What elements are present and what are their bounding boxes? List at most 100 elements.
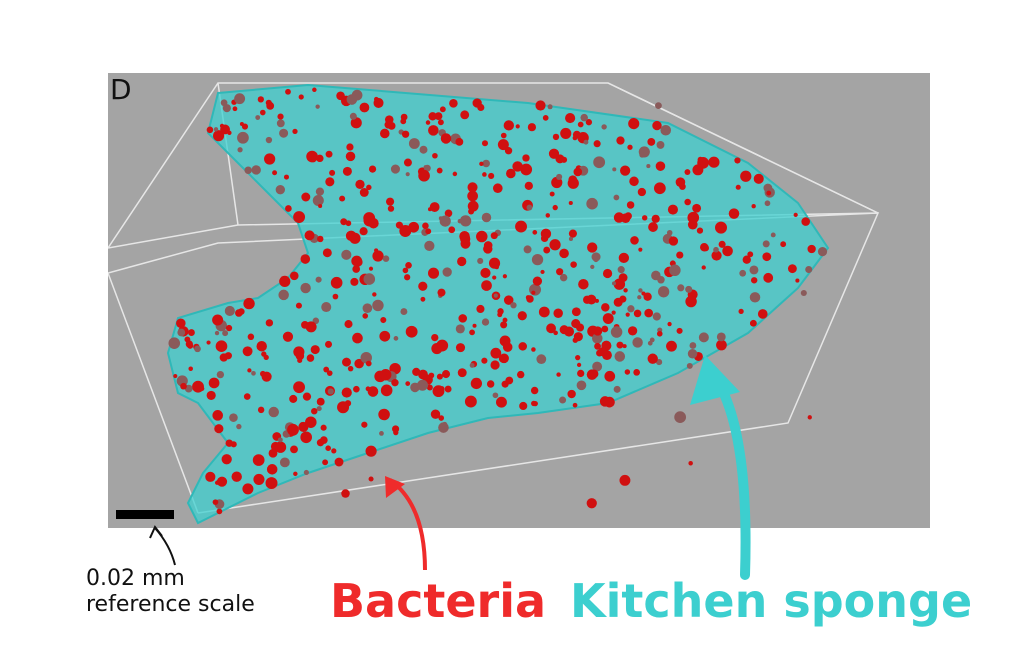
bacterium-dot	[359, 188, 369, 197]
bacterium-dot	[247, 368, 252, 373]
bacterium-dot	[543, 246, 551, 254]
bacterium-dot	[405, 172, 410, 177]
bacterium-dot	[676, 251, 684, 259]
bacterium-dot	[188, 366, 193, 372]
bacterium-dot	[405, 261, 412, 269]
bacterium-dot	[545, 213, 551, 218]
bacterium-dot	[322, 459, 329, 466]
bacterium-dot	[692, 164, 704, 176]
bacterium-dot	[740, 170, 752, 182]
bacterium-dot	[613, 212, 625, 223]
bacterium-dot	[651, 214, 660, 223]
bacterium-dot	[251, 165, 261, 175]
bacterium-dot	[668, 236, 679, 246]
bacterium-dot	[439, 215, 451, 227]
bacterium-dot	[627, 326, 638, 336]
bacterium-dot	[486, 380, 495, 388]
bacterium-dot	[618, 273, 628, 283]
bacterium-dot	[647, 137, 656, 146]
bacterium-dot	[329, 169, 336, 176]
bacterium-dot	[346, 143, 354, 151]
bacterium-dot	[220, 99, 228, 107]
bacterium-dot	[300, 254, 311, 264]
bacterium-dot	[586, 498, 597, 509]
bacterium-dot	[282, 331, 294, 342]
bacterium-dot	[459, 230, 470, 242]
bacterium-dot	[312, 87, 317, 93]
bacterium-dot	[339, 195, 346, 202]
bacterium-dot	[265, 136, 273, 144]
bacterium-dot	[252, 454, 265, 466]
bacterium-dot	[257, 96, 264, 103]
bacterium-dot	[293, 211, 306, 223]
bacterium-dot	[177, 328, 186, 337]
bacterium-dot	[422, 222, 429, 230]
bacterium-dot	[268, 448, 278, 458]
bacterium-dot	[331, 448, 337, 454]
bacterium-dot	[293, 381, 305, 394]
bacterium-dot	[503, 120, 514, 131]
bacterium-dot	[522, 154, 530, 162]
bacterium-dot	[531, 253, 544, 266]
bacterium-dot	[515, 220, 527, 233]
bacterium-dot	[292, 128, 298, 135]
bacterium-dot	[317, 235, 324, 243]
bacterium-dot	[644, 308, 654, 318]
bacterium-dot	[576, 380, 587, 391]
bacterium-dot	[578, 278, 589, 290]
bacterium-dot	[739, 269, 747, 277]
bacterium-dot	[354, 358, 364, 369]
bacterium-dot	[345, 220, 352, 227]
bacterium-dot	[321, 302, 332, 313]
bacterium-dot	[676, 327, 683, 334]
bacterium-dot	[452, 171, 458, 177]
bacterium-dot	[467, 190, 478, 202]
bacterium-dot	[353, 257, 363, 267]
bacterium-dot	[285, 88, 291, 95]
bacterium-dot	[455, 137, 464, 146]
bacterium-dot	[205, 471, 216, 482]
bacterium-dot	[805, 266, 813, 274]
bacterium-dot	[652, 312, 661, 321]
bacterium-dot	[698, 332, 709, 343]
bacterium-dot	[520, 163, 533, 176]
bacterium-dot	[372, 299, 384, 312]
bacterium-dot	[749, 320, 756, 327]
bacterium-dot	[277, 437, 283, 443]
bacterium-dot	[405, 381, 411, 386]
bacterium-dot	[458, 314, 468, 323]
bacterium-dot	[500, 321, 508, 329]
bacterium-dot	[459, 215, 472, 227]
render-svg	[108, 82, 880, 525]
bacterium-dot	[684, 198, 691, 206]
bacterium-dot	[251, 370, 256, 376]
bacterium-dot	[316, 397, 325, 406]
bacterium-dot	[232, 106, 238, 112]
bacterium-dot	[298, 94, 304, 100]
bacterium-dot	[380, 384, 393, 397]
bacterium-dot	[350, 277, 359, 286]
bacterium-dot	[646, 164, 651, 169]
bacterium-dot	[391, 378, 399, 387]
bacterium-dot	[255, 115, 261, 120]
bacterium-dot	[315, 104, 320, 109]
bacterium-dot	[408, 138, 420, 149]
bacterium-dot	[488, 172, 495, 180]
bacterium-dot	[379, 128, 390, 139]
bacterium-dot	[320, 436, 328, 444]
bacterium-dot	[481, 280, 492, 291]
bacterium-dot	[470, 377, 483, 390]
bacterium-dot	[531, 347, 536, 352]
bacterium-dot	[548, 148, 560, 159]
bacterium-dot	[618, 252, 630, 264]
bacterium-dot	[696, 227, 704, 234]
bacterium-dot	[666, 340, 677, 352]
bacterium-dot	[392, 425, 400, 433]
bacterium-dot	[667, 204, 678, 215]
bacterium-dot	[532, 276, 543, 286]
bacterium-dot	[336, 91, 345, 101]
bacterium-dot	[326, 370, 333, 376]
bacterium-dot	[492, 275, 497, 280]
bacterium-dot	[360, 351, 372, 364]
bacterium-dot	[633, 368, 641, 376]
